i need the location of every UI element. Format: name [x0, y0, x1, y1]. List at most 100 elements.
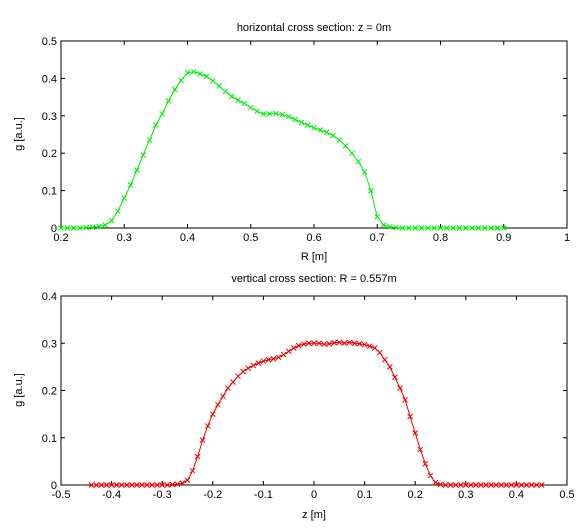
data-point-marker — [64, 225, 71, 231]
series-group — [88, 339, 545, 488]
data-point-marker — [513, 482, 520, 488]
data-point-marker — [301, 341, 307, 348]
data-point-marker — [146, 137, 153, 143]
data-point-marker — [331, 339, 338, 346]
data-point-marker — [431, 225, 438, 231]
data-point-marker — [292, 116, 298, 123]
data-point-marker — [442, 482, 449, 488]
data-point-marker — [306, 340, 312, 347]
data-point-marker — [123, 482, 130, 488]
data-point-marker — [371, 345, 378, 351]
data-point-marker — [228, 93, 235, 100]
data-point-marker — [473, 482, 479, 488]
data-point-marker — [204, 423, 211, 429]
x-tick-label: 0.5 — [243, 232, 258, 244]
data-point-marker — [159, 482, 166, 488]
data-point-marker — [199, 437, 206, 443]
data-point-marker — [483, 482, 489, 488]
data-point-marker — [174, 481, 181, 487]
data-point-marker — [402, 397, 408, 403]
data-point-marker — [121, 195, 128, 201]
data-point-marker — [316, 340, 322, 347]
data-point-marker — [260, 358, 267, 365]
x-tick-label: 0.6 — [306, 232, 321, 244]
data-point-marker — [376, 349, 383, 356]
data-point-marker — [462, 225, 469, 231]
data-point-marker — [468, 482, 474, 488]
data-point-marker — [149, 482, 155, 488]
data-point-marker — [70, 225, 77, 231]
data-point-marker — [387, 224, 393, 230]
data-point-marker — [203, 73, 210, 80]
data-point-marker — [240, 368, 247, 375]
data-point-marker — [245, 365, 252, 372]
x-tick-label: -0.2 — [203, 489, 222, 501]
data-point-marker — [220, 393, 226, 400]
x-tick-label: 1 — [564, 232, 570, 244]
data-point-marker — [374, 213, 381, 220]
y-tick-label: 0 — [51, 480, 57, 492]
data-point-marker — [533, 482, 540, 488]
x-tick-label: -0.4 — [102, 489, 121, 501]
data-point-marker — [103, 482, 110, 488]
data-point-marker — [58, 225, 64, 231]
data-point-marker — [381, 356, 388, 363]
data-point-marker — [134, 482, 140, 488]
data-point-marker — [528, 482, 535, 488]
data-point-marker — [475, 225, 482, 231]
data-point-marker — [280, 351, 287, 358]
data-point-marker — [178, 77, 185, 84]
data-point-marker — [115, 208, 121, 215]
data-point-marker — [255, 360, 262, 366]
data-point-marker — [361, 169, 368, 175]
data-point-marker — [493, 482, 500, 488]
data-point-marker — [422, 460, 429, 467]
data-point-marker — [235, 97, 241, 103]
data-point-marker — [154, 482, 160, 488]
data-point-marker — [417, 446, 424, 453]
data-point-marker — [169, 481, 176, 488]
data-point-marker — [341, 340, 348, 347]
data-point-marker — [323, 129, 330, 136]
y-tick-label: 0.4 — [42, 291, 57, 303]
data-point-marker — [503, 482, 510, 488]
data-point-marker — [128, 482, 135, 488]
data-point-marker — [397, 385, 403, 391]
y-tick-label: 0.1 — [42, 186, 57, 198]
x-tick-label: 0.1 — [357, 489, 372, 501]
data-point-marker — [481, 225, 488, 231]
data-point-marker — [366, 343, 373, 349]
data-point-marker — [285, 348, 292, 355]
data-point-marker — [351, 340, 358, 347]
data-point-marker — [523, 482, 530, 488]
data-point-marker — [392, 374, 398, 381]
x-axis-label: R [m] — [301, 251, 327, 263]
data-point-marker — [311, 340, 317, 347]
y-tick-label: 0.3 — [42, 338, 57, 350]
y-tick-label: 0.1 — [42, 433, 57, 445]
data-point-marker — [412, 430, 419, 436]
data-point-marker — [456, 225, 463, 231]
x-tick-label: -0.3 — [153, 489, 172, 501]
data-point-marker — [368, 187, 374, 194]
y-axis: 0 0.1 0.2 0.3 0.4 — [42, 291, 567, 492]
data-point-marker — [330, 132, 336, 139]
x-tick-label: 0.7 — [370, 232, 385, 244]
data-point-marker — [275, 354, 282, 361]
data-point-marker — [418, 225, 425, 231]
data-point-marker — [443, 225, 450, 231]
data-point-marker — [273, 110, 279, 117]
data-point-marker — [450, 225, 457, 231]
x-tick-label: 0.4 — [180, 232, 195, 244]
data-point-marker — [197, 71, 204, 77]
data-point-marker — [342, 142, 349, 149]
data-point-marker — [165, 97, 172, 104]
data-point-marker — [380, 222, 387, 228]
x-tick-label: 0.9 — [496, 232, 511, 244]
chart-title: vertical cross section: R = 0.557m — [231, 273, 396, 285]
data-point-marker — [407, 413, 413, 420]
data-point-marker — [250, 362, 257, 369]
data-point-marker — [518, 482, 525, 488]
data-point-marker — [279, 111, 286, 118]
chart-horizontal-cross-section: horizontal cross section: z = 0m 00.10.2… — [13, 22, 570, 263]
